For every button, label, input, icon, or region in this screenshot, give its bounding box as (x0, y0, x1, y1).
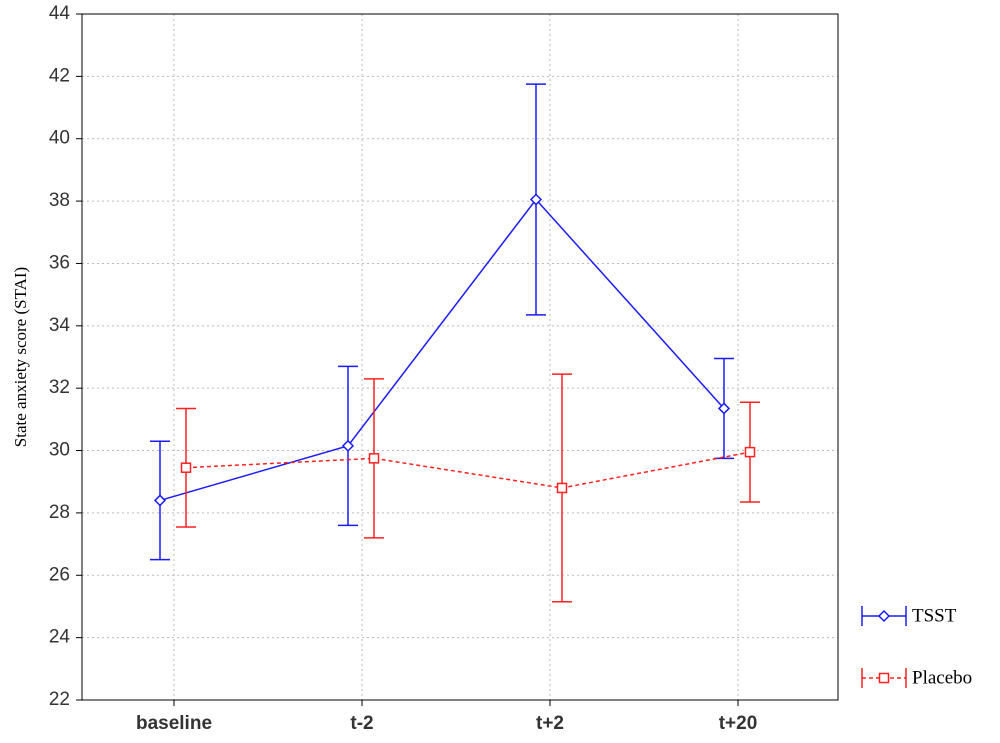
legend-marker (878, 672, 890, 684)
data-point (556, 482, 568, 494)
legend-cap (861, 668, 907, 688)
x-tick-label: t+20 (719, 713, 758, 734)
plot-frame (81, 13, 839, 701)
x-tick-label: t+2 (536, 713, 564, 734)
y-tick-label: 28 (49, 502, 70, 523)
y-tick-label: 44 (49, 3, 71, 24)
y-tick-label: 42 (49, 65, 70, 86)
data-point (341, 439, 355, 452)
x-tick-label: baseline (136, 713, 212, 734)
y-tick-label: 30 (49, 440, 70, 461)
data-point (717, 402, 731, 415)
series-line (159, 198, 725, 502)
legend-label: Placebo (912, 667, 972, 688)
y-tick-label: 22 (49, 689, 70, 710)
legend-cap (861, 606, 907, 626)
legend-label: TSST (912, 605, 957, 626)
data-point (744, 446, 756, 458)
series-line (185, 451, 751, 489)
data-point (153, 494, 167, 507)
y-tick-label: 34 (49, 315, 71, 336)
data-point (180, 462, 192, 473)
y-tick-label: 26 (49, 564, 70, 585)
y-tick-label: 36 (49, 252, 70, 273)
data-point (529, 193, 543, 206)
y-tick-label: 40 (49, 128, 70, 149)
y-axis-label: State anxiety score (STAI) (11, 267, 30, 447)
legend-marker (877, 609, 891, 623)
y-tick-label: 32 (49, 377, 70, 398)
x-tick-label: t-2 (350, 713, 373, 734)
y-tick-label: 24 (49, 627, 71, 648)
data-point (368, 453, 380, 464)
y-tick-label: 38 (49, 190, 70, 211)
